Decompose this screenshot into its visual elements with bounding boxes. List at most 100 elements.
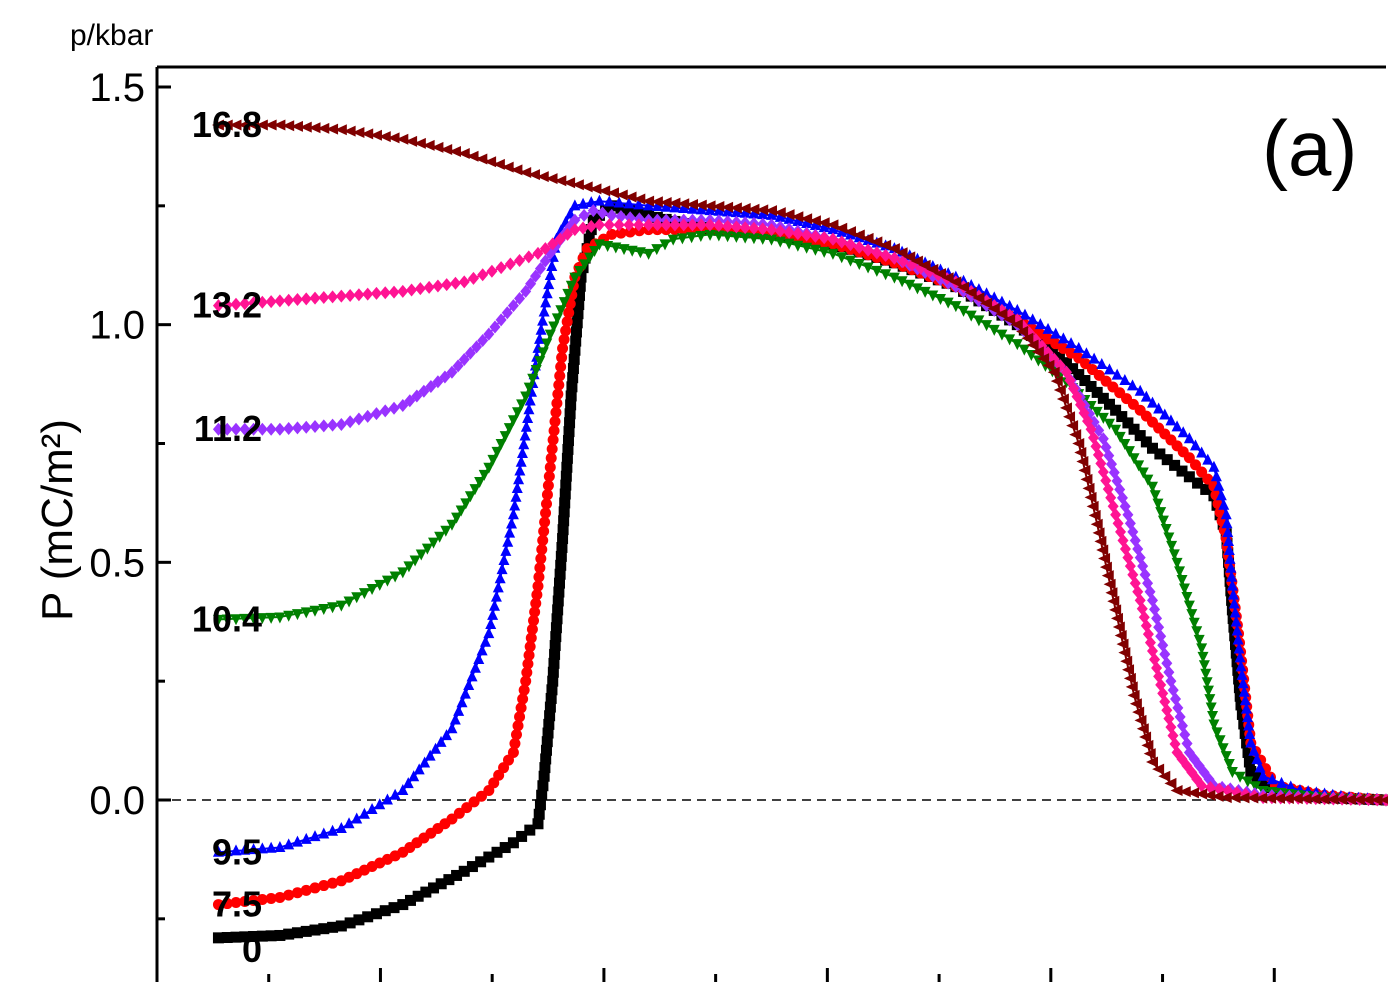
data-point xyxy=(520,284,532,298)
data-point xyxy=(458,353,470,367)
series-7-5 xyxy=(212,224,1388,911)
data-point xyxy=(559,497,571,509)
data-point xyxy=(1183,432,1195,444)
data-point xyxy=(309,924,321,936)
data-point xyxy=(686,218,698,232)
data-point xyxy=(536,544,548,556)
data-point xyxy=(1159,647,1171,661)
data-point xyxy=(507,508,519,520)
data-point xyxy=(1010,319,1023,331)
data-point xyxy=(1128,453,1140,465)
data-point xyxy=(397,398,409,412)
data-point xyxy=(549,640,561,652)
data-point xyxy=(471,340,483,354)
data-point xyxy=(511,482,523,494)
data-point xyxy=(546,443,558,455)
data-point xyxy=(792,240,804,252)
data-point xyxy=(1225,561,1237,573)
data-point xyxy=(374,579,386,591)
data-point xyxy=(1161,454,1173,466)
data-point xyxy=(826,219,839,231)
data-point xyxy=(903,251,916,263)
data-point xyxy=(562,443,574,455)
data-point xyxy=(522,411,534,423)
data-point xyxy=(300,607,312,619)
data-point xyxy=(1200,668,1212,680)
data-point xyxy=(282,120,295,132)
data-point xyxy=(766,234,777,246)
data-point xyxy=(626,245,638,257)
data-point xyxy=(888,251,900,265)
data-point xyxy=(428,537,440,549)
data-point xyxy=(988,324,1000,336)
data-point xyxy=(1073,341,1085,353)
data-point xyxy=(265,295,277,309)
data-point xyxy=(1223,543,1235,555)
data-point xyxy=(1242,711,1254,723)
data-point xyxy=(1122,417,1134,429)
data-point xyxy=(256,893,268,905)
data-point xyxy=(757,208,769,220)
y-axis-label: P (mC/m²) xyxy=(33,419,82,621)
data-point xyxy=(1110,424,1122,436)
data-point xyxy=(524,824,536,836)
data-point xyxy=(887,243,900,255)
data-point xyxy=(676,233,688,245)
data-point xyxy=(774,224,786,238)
pressure-label: 16.8 xyxy=(192,104,262,145)
data-point xyxy=(483,327,495,341)
data-point xyxy=(256,842,268,854)
data-point xyxy=(1243,756,1255,768)
data-point xyxy=(1103,578,1116,590)
data-point xyxy=(537,534,549,546)
data-point xyxy=(525,632,537,644)
data-point xyxy=(593,239,605,251)
data-point xyxy=(504,257,516,271)
data-point xyxy=(478,469,490,481)
data-point xyxy=(542,727,554,739)
data-point xyxy=(910,255,923,267)
data-point xyxy=(1205,702,1217,714)
data-point xyxy=(308,122,321,134)
data-point xyxy=(624,191,637,203)
data-point xyxy=(801,216,813,228)
data-point xyxy=(539,516,551,528)
data-point xyxy=(1233,642,1245,654)
data-point xyxy=(318,604,330,616)
data-point xyxy=(1140,436,1152,448)
data-point xyxy=(212,299,224,313)
data-point xyxy=(562,435,574,447)
data-point xyxy=(274,891,286,903)
data-point xyxy=(774,210,786,222)
data-point xyxy=(460,498,472,510)
data-point xyxy=(1204,780,1216,794)
data-point xyxy=(748,233,760,245)
data-point xyxy=(496,563,508,575)
data-point xyxy=(326,123,339,135)
data-point xyxy=(435,878,447,890)
data-point xyxy=(1249,781,1261,793)
data-point xyxy=(747,203,760,215)
data-point xyxy=(1202,473,1214,485)
data-point xyxy=(544,329,556,341)
data-point xyxy=(933,268,946,280)
data-point xyxy=(800,213,813,225)
data-point xyxy=(1231,624,1243,636)
data-point xyxy=(1234,771,1246,783)
data-point xyxy=(1317,793,1330,805)
data-point xyxy=(539,242,551,256)
data-point xyxy=(1219,792,1232,804)
data-point xyxy=(585,219,597,233)
data-point xyxy=(1169,459,1181,471)
series-line xyxy=(218,228,1387,906)
data-point xyxy=(579,259,591,271)
data-point xyxy=(544,701,556,713)
data-point xyxy=(1159,408,1171,420)
data-point xyxy=(926,263,939,275)
data-point xyxy=(870,236,883,248)
data-point xyxy=(441,278,453,292)
data-point xyxy=(694,199,707,211)
data-point xyxy=(686,202,698,214)
data-point xyxy=(396,133,409,145)
data-point xyxy=(1096,544,1109,556)
